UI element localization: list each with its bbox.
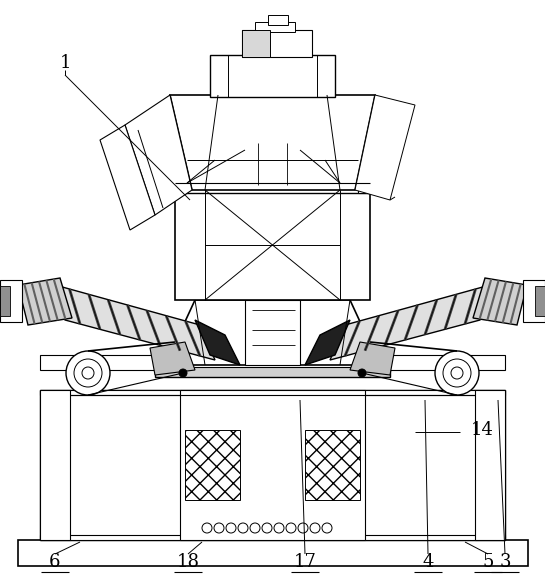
Polygon shape bbox=[100, 125, 155, 230]
Text: 6: 6 bbox=[49, 553, 60, 571]
Bar bbox=[160, 357, 385, 367]
Circle shape bbox=[310, 523, 320, 533]
Circle shape bbox=[214, 523, 224, 533]
Bar bbox=[155, 365, 390, 377]
Polygon shape bbox=[350, 342, 395, 375]
Bar bbox=[523, 280, 545, 322]
Polygon shape bbox=[195, 320, 240, 365]
Bar bbox=[245, 143, 300, 185]
Polygon shape bbox=[125, 95, 192, 215]
Circle shape bbox=[66, 351, 110, 395]
Polygon shape bbox=[55, 285, 215, 360]
Bar bbox=[175, 150, 187, 193]
Circle shape bbox=[202, 523, 212, 533]
Polygon shape bbox=[355, 95, 415, 200]
Polygon shape bbox=[305, 320, 350, 365]
Bar bbox=[40, 390, 505, 540]
Bar bbox=[168, 183, 378, 193]
Bar bbox=[163, 353, 382, 359]
Circle shape bbox=[298, 523, 308, 533]
Bar bbox=[535, 286, 545, 316]
Circle shape bbox=[451, 367, 463, 379]
Bar bbox=[18, 540, 528, 566]
Bar bbox=[255, 22, 295, 32]
Bar bbox=[268, 15, 288, 25]
Bar bbox=[180, 390, 365, 540]
Text: 1: 1 bbox=[59, 54, 71, 72]
Bar bbox=[185, 430, 240, 500]
Bar bbox=[248, 170, 297, 180]
Text: 14: 14 bbox=[470, 421, 493, 439]
Bar bbox=[0, 286, 10, 316]
Text: 5: 5 bbox=[482, 553, 494, 571]
Circle shape bbox=[274, 523, 284, 533]
Bar bbox=[305, 430, 360, 500]
Bar bbox=[0, 280, 22, 322]
Text: 18: 18 bbox=[177, 553, 199, 571]
Bar bbox=[40, 390, 70, 540]
Circle shape bbox=[286, 523, 296, 533]
Bar bbox=[175, 190, 370, 300]
Polygon shape bbox=[330, 285, 490, 360]
Polygon shape bbox=[365, 355, 505, 370]
Polygon shape bbox=[170, 95, 375, 190]
Bar bbox=[40, 535, 505, 540]
Bar bbox=[242, 178, 303, 186]
Circle shape bbox=[250, 523, 260, 533]
Circle shape bbox=[179, 369, 187, 377]
Polygon shape bbox=[40, 355, 180, 370]
Circle shape bbox=[262, 523, 272, 533]
Bar bbox=[358, 150, 370, 193]
Polygon shape bbox=[18, 278, 72, 325]
Bar bbox=[210, 55, 335, 97]
Bar bbox=[242, 30, 312, 57]
Bar bbox=[245, 300, 300, 365]
Polygon shape bbox=[165, 300, 380, 365]
Circle shape bbox=[358, 369, 366, 377]
Circle shape bbox=[238, 523, 248, 533]
Text: 4: 4 bbox=[422, 553, 434, 571]
Bar bbox=[242, 30, 270, 57]
Circle shape bbox=[226, 523, 236, 533]
Circle shape bbox=[443, 359, 471, 387]
Circle shape bbox=[82, 367, 94, 379]
Polygon shape bbox=[473, 278, 527, 325]
Bar bbox=[40, 390, 505, 395]
Circle shape bbox=[322, 523, 332, 533]
Circle shape bbox=[435, 351, 479, 395]
Polygon shape bbox=[150, 342, 195, 375]
Bar bbox=[475, 390, 505, 540]
Circle shape bbox=[74, 359, 102, 387]
Text: 3: 3 bbox=[499, 553, 511, 571]
Text: 17: 17 bbox=[294, 553, 317, 571]
